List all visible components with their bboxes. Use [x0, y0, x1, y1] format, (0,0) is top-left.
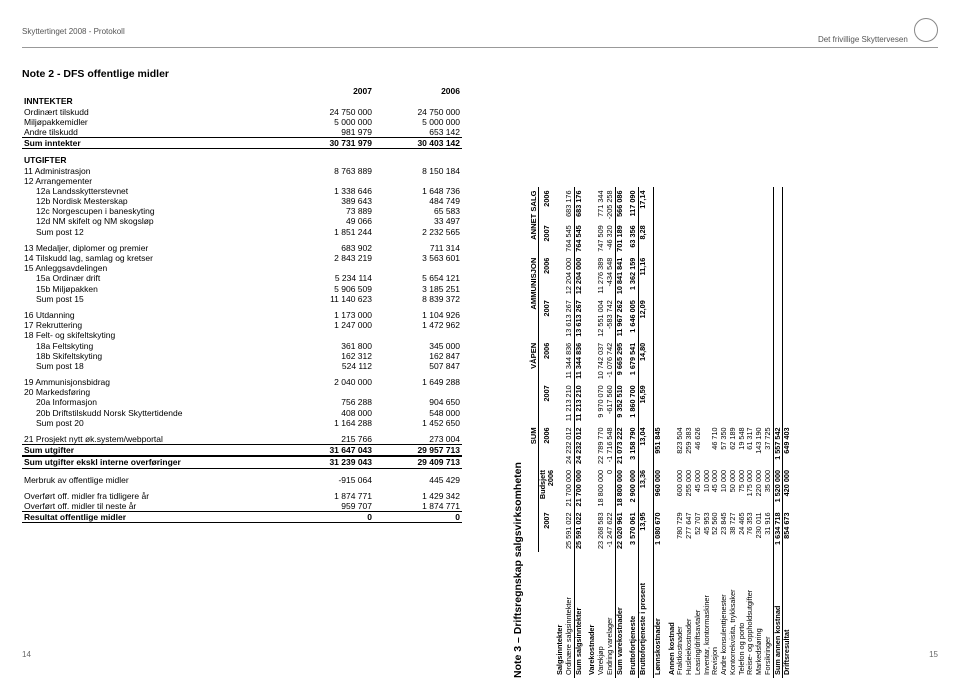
page-header: Skyttertinget 2008 - Protokoll Det frivi…: [22, 18, 938, 48]
table-row: INNTEKTER: [22, 96, 462, 106]
table-row: Lønnskostnader1 080 670960 000951 845: [653, 187, 662, 678]
col-2007: 2007: [286, 86, 374, 96]
table-row: Driftsresultat854 673420 000649 403: [783, 187, 792, 678]
table-row: 17 Rekruttering1 247 0001 472 962: [22, 320, 462, 330]
col-group: VÅPEN: [529, 339, 539, 424]
note2-table: 2007 2006 INNTEKTEROrdinært tilskudd24 7…: [22, 86, 462, 523]
note2-panel: Note 2 - DFS offentlige midler 2007 2006…: [22, 68, 462, 524]
table-row: 20b Driftstilskudd Norsk Skyttertidende4…: [22, 408, 462, 418]
table-row: Sum post 1511 140 6238 839 372: [22, 294, 462, 304]
table-row: 12d NM skifelt og NM skogsløp49 06633 49…: [22, 216, 462, 226]
col-year: 2006: [538, 187, 556, 222]
col-year: 2006: [538, 339, 556, 382]
table-row: 20 Markedsføring: [22, 387, 462, 397]
table-row: 15a Ordinær drift5 234 1145 654 121: [22, 273, 462, 283]
table-row: 18b Skifeltskyting162 312162 847: [22, 351, 462, 361]
col-year: Budsjett2006: [538, 467, 556, 510]
page-number-right: 15: [929, 650, 938, 660]
table-row: Sum varekostnader22 020 96118 800 00021 …: [615, 187, 624, 678]
col-year: 2007: [538, 509, 556, 552]
table-row: 21 Prosjekt nytt øk.system/webportal215 …: [22, 434, 462, 445]
table-row: Sum post 121 851 2442 232 565: [22, 227, 462, 237]
note3-panel: Note 3 – Driftsregnskap salgsvirksomhete…: [502, 68, 938, 524]
header-left: Skyttertinget 2008 - Protokoll: [22, 27, 125, 37]
table-row: Overført off. midler fra tidligere år1 8…: [22, 491, 462, 501]
col-year: 2006: [538, 254, 556, 297]
table-row: 15b Miljøpakken5 906 5093 185 251: [22, 284, 462, 294]
header-right: Det frivillige Skyttervesen: [818, 35, 908, 44]
table-row: Sum utgifter31 647 04329 957 713: [22, 445, 462, 456]
note2-title: Note 2 - DFS offentlige midler: [22, 68, 462, 81]
col-year: 2007: [538, 222, 556, 254]
table-row: 18a Feltskyting361 800345 000: [22, 341, 462, 351]
table-row: Bruttofortjeneste i prosent13,9513,3613,…: [639, 187, 648, 678]
table-row: 12c Norgescupen i baneskyting73 88965 58…: [22, 206, 462, 216]
table-row: Andre tilskudd981 979653 142: [22, 127, 462, 138]
table-row: 14 Tilskudd lag, samlag og kretser2 843 …: [22, 253, 462, 263]
logo-icon: [914, 18, 938, 42]
col-year: 2007: [538, 382, 556, 424]
table-row: Resultat offentlige midler00: [22, 512, 462, 523]
table-row: 19 Ammunisjonsbidrag2 040 0001 649 288: [22, 377, 462, 387]
page-number-left: 14: [22, 650, 31, 660]
col-year: 2006: [538, 424, 556, 467]
table-row: 20a Informasjon756 288904 650: [22, 397, 462, 407]
table-row: 12b Nordisk Mesterskap389 643484 749: [22, 196, 462, 206]
table-row: Forsikringer31 91635 00037 725: [764, 187, 773, 678]
table-row: 18 Felt- og skifeltskyting: [22, 330, 462, 340]
table-row: 11 Administrasjon8 763 8898 150 184: [22, 166, 462, 176]
page: Skyttertinget 2008 - Protokoll Det frivi…: [0, 0, 960, 666]
table-row: Sum inntekter30 731 97930 403 142: [22, 138, 462, 149]
table-row: Endring varelager-1 247 6220-1 716 548-6…: [606, 187, 615, 678]
table-row: Sum post 201 164 2881 452 650: [22, 418, 462, 428]
table-row: 12 Arrangementer: [22, 176, 462, 186]
table-row: UTGIFTER: [22, 155, 462, 165]
note3-table: SUMVÅPENAMMUNISJONANNET SALG2007Budsjett…: [529, 187, 793, 678]
col-group: ANNET SALG: [529, 187, 539, 254]
table-row: 15 Anleggsavdelingen: [22, 263, 462, 273]
table-row: Overført off. midler til neste år959 707…: [22, 501, 462, 512]
table-row: Merbruk av offentlige midler-915 064445 …: [22, 475, 462, 485]
col-2006: 2006: [374, 86, 462, 96]
table-row: Ordinært tilskudd24 750 00024 750 000: [22, 107, 462, 117]
table-row: Sum utgifter ekskl interne overføringer3…: [22, 457, 462, 468]
col-group: SUM: [529, 424, 539, 552]
table-row: Sum salgsinntekter25 591 02221 700 00024…: [574, 187, 583, 678]
table-row: Ordinære salgsinntekter25 591 02221 700 …: [565, 187, 574, 678]
note3-title: Note 3 – Driftsregnskap salgsvirksomhete…: [512, 68, 525, 678]
col-group: AMMUNISJON: [529, 254, 539, 339]
table-row: 12a Landsskytterstevnet1 338 6461 648 73…: [22, 186, 462, 196]
table-row: 16 Utdanning1 173 0001 104 926: [22, 310, 462, 320]
table-row: Sum post 18524 112507 847: [22, 361, 462, 371]
col-year: 2007: [538, 297, 556, 340]
table-row: 13 Medaljer, diplomer og premier683 9027…: [22, 243, 462, 253]
table-row: Miljøpakkemidler5 000 0005 000 000: [22, 117, 462, 127]
